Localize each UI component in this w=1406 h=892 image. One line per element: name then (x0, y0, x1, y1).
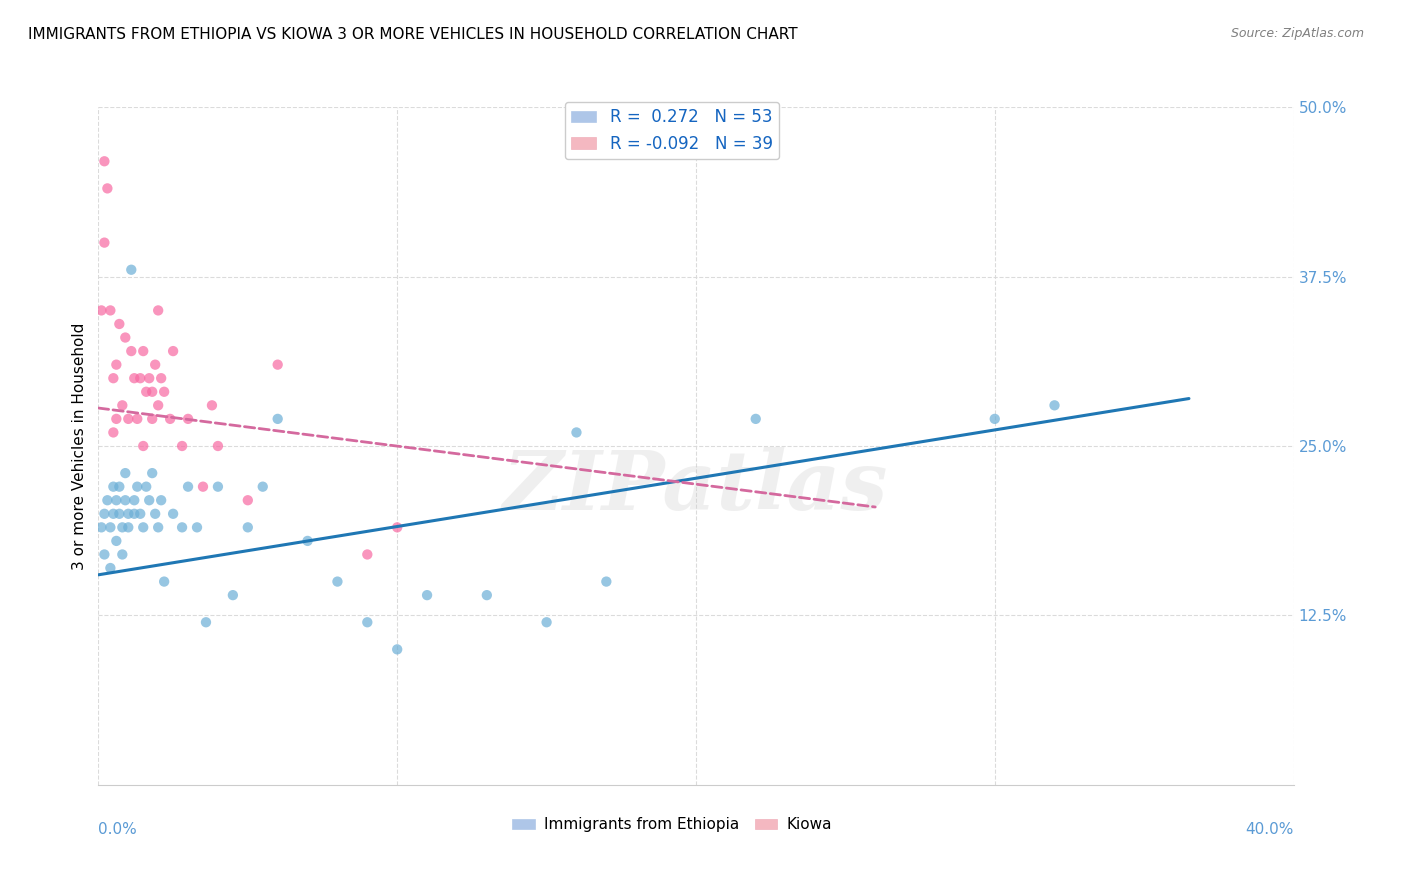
Point (111, 398, 134, 412)
Point (93, 154, 115, 169)
Point (267, 412, 290, 426)
Point (141, 466, 163, 480)
Point (148, 303, 170, 318)
Text: ZIPatlas: ZIPatlas (503, 447, 889, 526)
Point (135, 384, 157, 399)
Text: IMMIGRANTS FROM ETHIOPIA VS KIOWA 3 OR MORE VEHICLES IN HOUSEHOLD CORRELATION CH: IMMIGRANTS FROM ETHIOPIA VS KIOWA 3 OR M… (28, 27, 797, 42)
Point (90, 303, 112, 318)
Point (195, 615, 218, 630)
Point (138, 493, 160, 508)
Point (105, 412, 128, 426)
Point (105, 493, 128, 508)
Point (326, 574, 349, 589)
Point (148, 520, 170, 534)
Point (114, 493, 136, 508)
Point (143, 358, 166, 372)
Point (114, 330, 136, 344)
Point (297, 533, 319, 548)
Point (108, 317, 131, 331)
Point (129, 507, 152, 521)
Point (177, 412, 200, 426)
Point (356, 615, 378, 630)
Point (98, 561, 122, 575)
Point (117, 412, 139, 426)
Point (191, 480, 214, 494)
Point (984, 412, 1007, 426)
Point (132, 344, 155, 359)
Y-axis label: 3 or more Vehicles in Household: 3 or more Vehicles in Household (72, 322, 87, 570)
Point (111, 520, 134, 534)
Point (120, 344, 142, 359)
Point (129, 371, 152, 385)
Point (105, 533, 128, 548)
Point (236, 493, 259, 508)
Point (111, 548, 134, 562)
Point (141, 384, 163, 399)
Point (103, 425, 125, 440)
Point (536, 615, 558, 630)
Point (1043, 398, 1066, 412)
Point (96, 181, 118, 195)
Point (159, 412, 181, 426)
Point (162, 344, 184, 359)
Point (108, 507, 131, 521)
Point (595, 574, 617, 589)
Point (98, 520, 122, 534)
Point (201, 398, 224, 412)
Point (90, 520, 112, 534)
Point (103, 480, 125, 494)
Point (93, 548, 115, 562)
Point (93, 235, 115, 250)
Point (117, 507, 139, 521)
Point (105, 358, 128, 372)
Text: 0.0%: 0.0% (98, 822, 138, 838)
Point (236, 520, 259, 534)
Text: 40.0%: 40.0% (1246, 822, 1294, 838)
Point (267, 358, 290, 372)
Point (93, 507, 115, 521)
Point (114, 466, 136, 480)
Point (177, 480, 200, 494)
Point (745, 412, 768, 426)
Point (117, 520, 139, 534)
Point (127, 412, 149, 426)
Point (385, 642, 409, 657)
Point (475, 588, 498, 602)
Point (222, 588, 245, 602)
Point (103, 507, 125, 521)
Point (96, 493, 118, 508)
Point (150, 493, 173, 508)
Point (385, 520, 409, 534)
Text: Source: ZipAtlas.com: Source: ZipAtlas.com (1230, 27, 1364, 40)
Point (141, 412, 163, 426)
Point (153, 384, 176, 399)
Point (124, 493, 146, 508)
Point (120, 262, 142, 277)
Point (150, 371, 173, 385)
Point (162, 507, 184, 521)
Point (207, 480, 229, 494)
Point (135, 480, 157, 494)
Point (108, 480, 131, 494)
Point (356, 548, 378, 562)
Point (172, 520, 194, 534)
Point (416, 588, 439, 602)
Point (124, 371, 146, 385)
Point (124, 507, 146, 521)
Point (98, 303, 122, 318)
Point (207, 439, 229, 453)
Point (172, 439, 194, 453)
Point (143, 507, 166, 521)
Point (252, 480, 274, 494)
Legend: Immigrants from Ethiopia, Kiowa: Immigrants from Ethiopia, Kiowa (506, 811, 838, 838)
Point (153, 574, 176, 589)
Point (103, 371, 125, 385)
Point (186, 520, 208, 534)
Point (565, 425, 588, 440)
Point (127, 480, 149, 494)
Point (148, 398, 170, 412)
Point (132, 520, 155, 534)
Point (132, 439, 155, 453)
Point (138, 371, 160, 385)
